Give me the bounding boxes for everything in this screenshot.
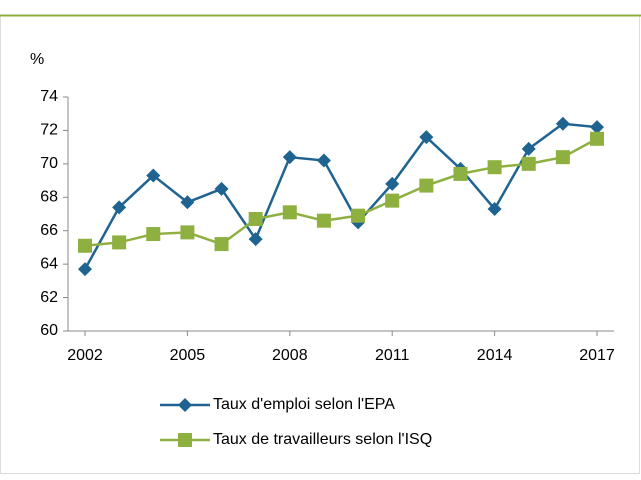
- data-point: [316, 153, 331, 168]
- y-tick-label: 66: [40, 222, 58, 239]
- data-point: [521, 156, 536, 171]
- data-point: [419, 130, 434, 145]
- data-point: [590, 120, 604, 135]
- data-point: [146, 227, 161, 242]
- data-point: [385, 176, 400, 191]
- data-point: [78, 262, 92, 277]
- data-point: [487, 201, 502, 216]
- data-point: [248, 212, 263, 227]
- data-point: [112, 200, 127, 215]
- data-point: [214, 181, 229, 196]
- data-point: [214, 237, 229, 252]
- data-point: [453, 166, 468, 181]
- data-point: [316, 213, 331, 228]
- x-tick-label: 2008: [272, 347, 308, 364]
- y-tick-label: 68: [40, 189, 58, 206]
- data-point: [385, 193, 400, 208]
- data-point: [282, 150, 297, 165]
- x-tick-label: 2011: [375, 347, 410, 364]
- x-tick-label: 2002: [67, 347, 103, 364]
- series-line: [84, 137, 598, 248]
- y-tick-label: 70: [40, 155, 58, 172]
- x-tick-label: 2005: [170, 347, 206, 364]
- data-point: [351, 208, 366, 223]
- data-point: [78, 238, 92, 253]
- data-point: [555, 150, 570, 165]
- y-axis-label: %: [30, 51, 44, 68]
- data-point: [521, 141, 536, 156]
- y-tick-label: 60: [40, 322, 58, 339]
- data-point: [487, 160, 502, 175]
- y-tick-label: 62: [40, 289, 58, 306]
- data-point: [112, 235, 127, 250]
- y-tick-label: 72: [40, 122, 58, 139]
- data-point: [282, 205, 297, 220]
- legend-label: Taux de travailleurs selon l'ISQ: [213, 431, 432, 448]
- data-point: [590, 131, 604, 146]
- y-tick-label: 74: [40, 88, 58, 105]
- data-point: [146, 168, 161, 183]
- y-tick-label: 64: [40, 255, 58, 272]
- data-point: [180, 195, 195, 210]
- data-point: [248, 232, 263, 247]
- data-point: [555, 116, 570, 131]
- legend-marker: [178, 433, 192, 447]
- data-point: [419, 178, 434, 193]
- series-line: [83, 122, 598, 270]
- x-tick-label: 2014: [477, 347, 513, 364]
- data-point: [180, 225, 195, 240]
- legend-label: Taux d'emploi selon l'EPA: [213, 396, 395, 413]
- x-tick-label: 2017: [579, 347, 615, 364]
- legend-marker: [178, 398, 192, 412]
